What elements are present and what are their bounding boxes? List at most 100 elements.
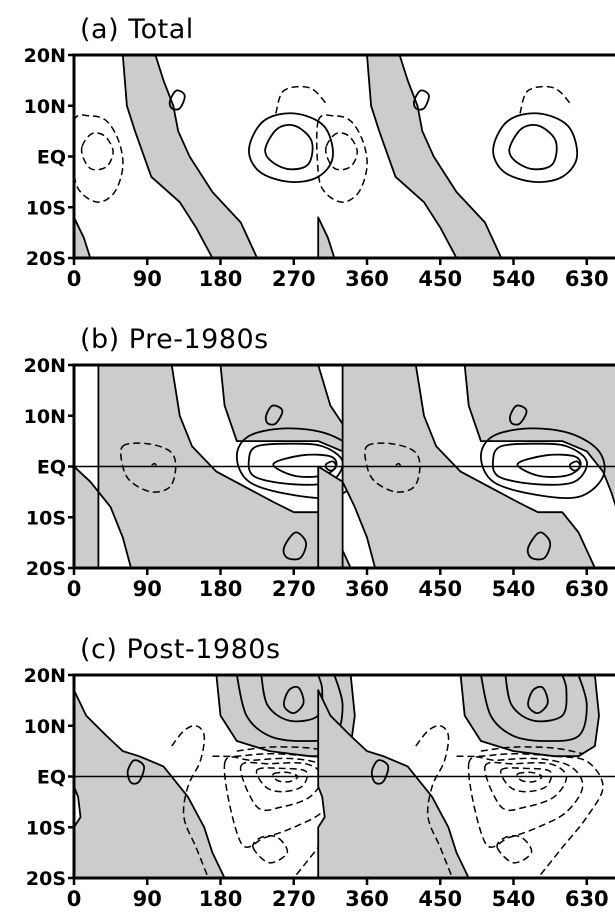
shaded-region bbox=[317, 689, 470, 878]
negative-contour bbox=[223, 756, 340, 848]
positive-contour bbox=[282, 685, 305, 715]
negative-contour bbox=[255, 767, 309, 793]
positive-contour bbox=[568, 460, 582, 472]
positive-contour bbox=[526, 531, 552, 561]
shaded-region bbox=[317, 365, 596, 568]
positive-contour bbox=[168, 89, 186, 111]
positive-contour bbox=[504, 675, 568, 723]
negative-contour bbox=[395, 462, 402, 468]
positive-contour bbox=[235, 675, 344, 742]
negative-contour bbox=[315, 114, 368, 203]
x-tick-label: 450 bbox=[418, 887, 462, 911]
shaded-region bbox=[317, 216, 336, 258]
negative-contour bbox=[324, 132, 358, 171]
positive-contour bbox=[260, 675, 324, 723]
y-tick-label: EQ bbox=[37, 147, 66, 169]
negative-contour bbox=[467, 756, 584, 848]
x-tick-label: 450 bbox=[418, 577, 462, 601]
positive-contour bbox=[248, 112, 334, 183]
y-tick-label: 10N bbox=[24, 716, 66, 738]
x-tick-label: 540 bbox=[492, 577, 536, 601]
y-tick-label: 10N bbox=[24, 406, 66, 428]
x-tick-label: 540 bbox=[492, 887, 536, 911]
shaded-region bbox=[74, 365, 352, 568]
shaded-region bbox=[74, 216, 92, 258]
positive-contour bbox=[508, 404, 528, 426]
y-tick-label: 10S bbox=[26, 507, 66, 529]
negative-contour bbox=[480, 746, 583, 755]
positive-contour bbox=[370, 759, 390, 785]
y-tick-label: 10S bbox=[26, 197, 66, 219]
panel-title: (b) Pre-1980s bbox=[80, 324, 269, 355]
x-tick-label: 270 bbox=[272, 577, 316, 601]
y-tick-label: 20S bbox=[26, 868, 66, 890]
y-tick-label: EQ bbox=[37, 457, 66, 479]
shaded-region bbox=[459, 675, 600, 758]
x-tick-label: 630 bbox=[565, 887, 609, 911]
positive-contour bbox=[527, 685, 549, 715]
x-tick-label: 360 bbox=[345, 887, 389, 911]
x-tick-label: 90 bbox=[133, 887, 162, 911]
x-tick-label: 90 bbox=[133, 267, 162, 291]
plot-area bbox=[74, 675, 615, 878]
x-tick-label: 90 bbox=[133, 577, 162, 601]
y-tick-label: 10N bbox=[24, 96, 66, 118]
x-tick-label: 270 bbox=[272, 887, 316, 911]
plot-area bbox=[74, 365, 615, 568]
y-tick-label: EQ bbox=[37, 767, 66, 789]
y-tick-label: 10S bbox=[26, 817, 66, 839]
negative-contour bbox=[415, 724, 454, 878]
negative-contour bbox=[151, 462, 158, 468]
positive-contour bbox=[479, 427, 606, 500]
negative-contour bbox=[519, 85, 573, 114]
negative-contour bbox=[516, 771, 543, 783]
x-tick-label: 630 bbox=[565, 577, 609, 601]
positive-contour bbox=[264, 123, 314, 171]
positive-contour bbox=[492, 112, 579, 183]
positive-contour bbox=[324, 460, 338, 472]
y-tick-label: 20S bbox=[26, 248, 66, 270]
x-tick-label: 0 bbox=[67, 887, 82, 911]
positive-contour bbox=[508, 123, 558, 171]
y-tick-label: 20N bbox=[24, 355, 66, 377]
shaded-region bbox=[366, 55, 503, 258]
negative-contour bbox=[456, 752, 604, 878]
x-tick-label: 360 bbox=[345, 577, 389, 601]
panel-title: (a) Total bbox=[80, 14, 194, 45]
positive-contour bbox=[126, 759, 146, 785]
y-tick-label: 20N bbox=[24, 45, 66, 67]
positive-contour bbox=[412, 89, 430, 111]
x-tick-label: 360 bbox=[345, 267, 389, 291]
x-tick-label: 630 bbox=[565, 267, 609, 291]
negative-contour bbox=[171, 724, 209, 878]
negative-contour bbox=[272, 771, 299, 783]
panel-title: (c) Post-1980s bbox=[80, 634, 281, 665]
x-tick-label: 180 bbox=[199, 267, 243, 291]
y-tick-label: 20N bbox=[24, 665, 66, 687]
x-tick-label: 180 bbox=[199, 577, 243, 601]
negative-contour bbox=[275, 85, 329, 114]
positive-contour bbox=[491, 442, 588, 486]
negative-contour bbox=[74, 114, 124, 203]
x-tick-label: 270 bbox=[272, 267, 316, 291]
x-tick-label: 0 bbox=[67, 267, 82, 291]
plot-area bbox=[74, 55, 615, 258]
negative-contour bbox=[496, 835, 533, 864]
positive-contour bbox=[264, 404, 284, 426]
positive-contour bbox=[282, 531, 308, 561]
positive-contour bbox=[480, 675, 588, 742]
shaded-region bbox=[121, 55, 258, 258]
shaded-region bbox=[463, 365, 615, 507]
negative-contour bbox=[484, 761, 568, 812]
x-tick-label: 180 bbox=[199, 887, 243, 911]
negative-contour bbox=[80, 132, 114, 171]
x-tick-label: 540 bbox=[492, 267, 536, 291]
shaded-region bbox=[74, 689, 226, 878]
negative-contour bbox=[499, 767, 553, 793]
y-tick-label: 20S bbox=[26, 558, 66, 580]
x-tick-label: 0 bbox=[67, 577, 82, 601]
